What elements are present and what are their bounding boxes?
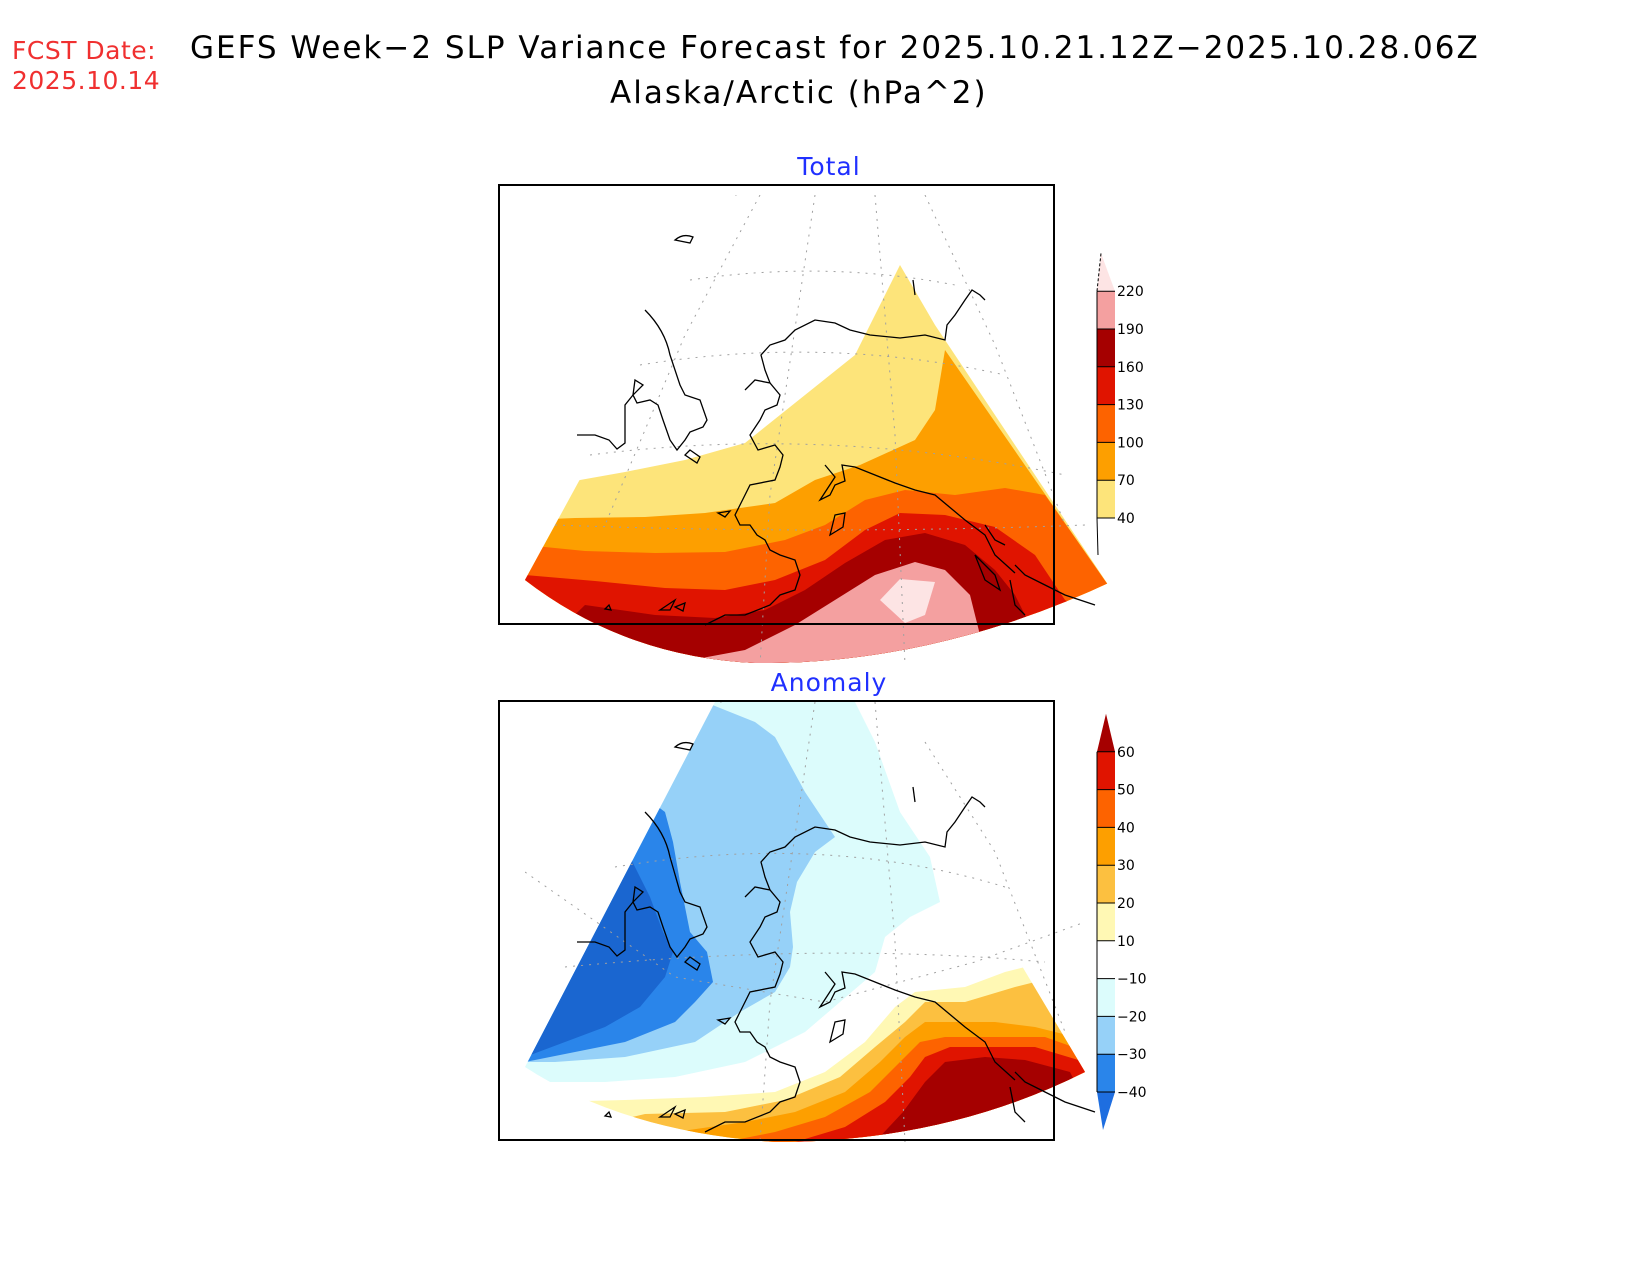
coastline	[577, 741, 1096, 1133]
colorbar-tick-label: −40	[1117, 1085, 1147, 1101]
colorbar-anomaly: −40 −30 −20 −10 10 20 30 40 50 60	[1096, 713, 1147, 1130]
colorbar-lower-arrow	[1096, 517, 1099, 556]
band-above-220	[880, 579, 935, 623]
colorbar-swatch	[1097, 751, 1115, 790]
colorbar-tick-label: 10	[1117, 934, 1135, 950]
colorbar-upper-arrow	[1097, 713, 1115, 752]
panel-title-total: Total	[797, 152, 861, 181]
panel-title-anomaly: Anomaly	[770, 668, 888, 697]
colorbar-tick-label: 60	[1117, 745, 1135, 761]
colorbar-tick-label: −30	[1117, 1047, 1147, 1063]
colorbar-swatch	[1097, 291, 1115, 329]
colorbar-swatch	[1097, 1016, 1115, 1055]
forecast-date-value: 2025.10.14	[12, 66, 161, 95]
colorbar-swatch	[1097, 329, 1115, 367]
colorbar-lower-arrow	[1097, 1092, 1115, 1130]
colorbar-swatch	[1097, 1054, 1115, 1092]
colorbar-swatch	[1097, 978, 1115, 1017]
map-anomaly	[525, 702, 1096, 1142]
forecast-date-label: FCST Date:	[12, 36, 157, 65]
colorbar-swatch	[1097, 940, 1115, 979]
colorbar-swatch	[1097, 903, 1115, 941]
map-frame-total	[498, 184, 1055, 625]
chart-subtitle: Alaska/Arctic (hPa^2)	[610, 75, 988, 111]
colorbar-total: 40 70 100 130 160 190 220	[1096, 253, 1144, 556]
colorbar-tick-label: 40	[1117, 511, 1135, 527]
forecast-date-block: FCST Date: 2025.10.14	[12, 36, 160, 96]
colorbar-tick-label: 70	[1117, 473, 1135, 489]
colorbar-tick-label: −10	[1117, 972, 1147, 988]
colorbar-tick-label: −20	[1117, 1009, 1147, 1025]
colorbar-swatch	[1097, 789, 1115, 828]
graticule	[525, 702, 1086, 1142]
colorbar-swatch	[1097, 865, 1115, 903]
colorbar-tick-label: 130	[1117, 398, 1144, 414]
coastline	[577, 234, 1096, 626]
region-neutral-2	[965, 887, 1015, 952]
colorbar-tick-label: 50	[1117, 783, 1135, 799]
colorbar-tick-label: 30	[1117, 858, 1135, 874]
chart-title: GEFS Week−2 SLP Variance Forecast for 20…	[190, 30, 1480, 66]
colorbar-swatch	[1097, 442, 1115, 481]
map-frame-anomaly	[498, 700, 1055, 1141]
colorbar-tick-label: 190	[1117, 322, 1144, 338]
map-total	[525, 195, 1115, 663]
colorbar-tick-label: 40	[1117, 820, 1135, 836]
colorbar-tick-label: 20	[1117, 896, 1135, 912]
colorbar-swatch	[1097, 480, 1115, 518]
colorbar-swatch	[1097, 366, 1115, 405]
colorbar-swatch	[1097, 404, 1115, 443]
colorbar-upper-arrow	[1097, 253, 1115, 292]
colorbar-tick-label: 220	[1117, 284, 1144, 300]
graticule	[554, 195, 1086, 663]
colorbar-tick-label: 100	[1117, 435, 1144, 451]
colorbar-swatch	[1097, 827, 1115, 866]
colorbar-tick-label: 160	[1117, 360, 1144, 376]
